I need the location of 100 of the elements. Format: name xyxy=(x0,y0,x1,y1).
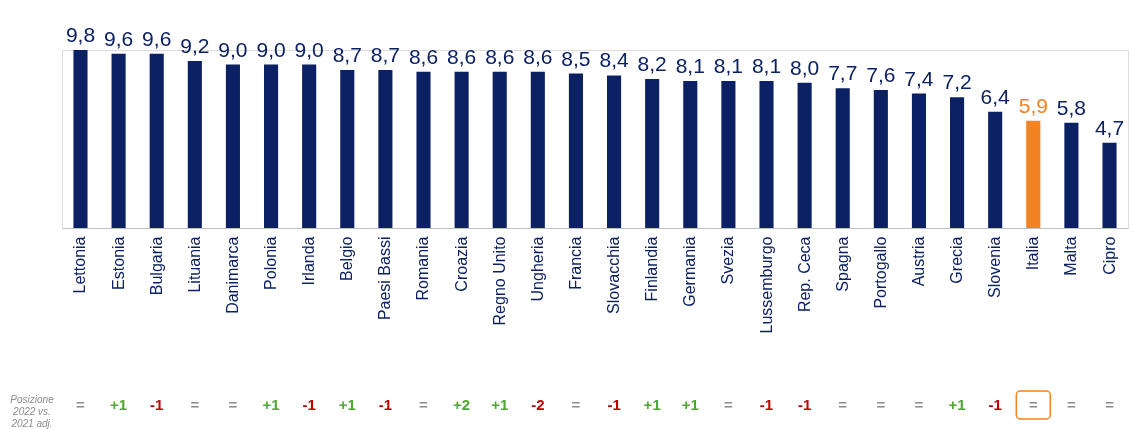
data-label: 8,6 xyxy=(485,44,515,68)
text: +1 xyxy=(643,396,661,413)
data-label: 8,7 xyxy=(332,42,362,66)
bar xyxy=(1102,142,1117,228)
bar xyxy=(111,53,126,228)
text: -1 xyxy=(150,396,164,413)
x-tick-label: Slovenia xyxy=(986,236,1004,298)
bar xyxy=(988,111,1003,228)
data-label: 9,6 xyxy=(142,26,172,50)
bar xyxy=(835,88,850,228)
bar xyxy=(225,64,240,228)
x-tick-label: Francia xyxy=(566,236,584,290)
text: = xyxy=(1067,396,1077,413)
data-label: 9,2 xyxy=(180,33,210,57)
bar xyxy=(911,93,927,228)
text: -1 xyxy=(607,396,621,413)
text: = xyxy=(876,396,886,413)
x-tick-label: Rep. Ceca xyxy=(795,236,813,313)
x-tick-label: Estonia xyxy=(109,236,127,290)
x-tick-label: Finlandia xyxy=(643,236,661,302)
data-label: 9,6 xyxy=(104,26,134,50)
data-label: 7,7 xyxy=(828,61,858,85)
x-tick-label: Croazia xyxy=(452,236,470,292)
x-tick-label: Spagna xyxy=(833,236,851,292)
data-label: 4,7 xyxy=(1094,115,1125,139)
text: = xyxy=(76,396,86,413)
data-label: 7,6 xyxy=(866,62,896,86)
data-label: 8,2 xyxy=(637,52,667,76)
data-label: 8,6 xyxy=(447,44,477,68)
text: = xyxy=(571,396,581,413)
bar xyxy=(873,89,888,228)
bar xyxy=(645,79,660,228)
x-tick-label: Austria xyxy=(909,236,927,287)
x-tick-label: Irlanda xyxy=(300,236,318,286)
bar xyxy=(73,50,88,228)
data-label: 7,2 xyxy=(942,70,972,94)
data-label: 5,9 xyxy=(1018,93,1048,117)
bar xyxy=(607,75,622,228)
bar xyxy=(340,69,355,228)
data-label: 9,0 xyxy=(294,37,324,61)
x-tick-label: Ungheria xyxy=(528,236,546,302)
text: = xyxy=(190,396,200,413)
text: Posizione 2022 vs. 2021 adj. xyxy=(10,394,55,429)
x-tick-label: Cipro xyxy=(1100,236,1118,275)
data-label: 6,4 xyxy=(980,84,1011,108)
text: = xyxy=(724,396,734,413)
x-tick-label: Lettonia xyxy=(71,236,89,294)
data-label: 9,8 xyxy=(65,23,96,46)
x-tick-label: Slovacchia xyxy=(605,236,623,314)
data-label: 8,0 xyxy=(790,55,820,79)
x-tick-label: Danimarca xyxy=(223,236,241,314)
text: -2 xyxy=(531,396,545,413)
x-tick-label: Paesi Bassi xyxy=(376,236,394,321)
text: +1 xyxy=(491,396,509,413)
x-tick-label: Italia xyxy=(1024,236,1042,271)
data-label: 8,5 xyxy=(561,46,591,70)
bar xyxy=(149,53,164,228)
bar xyxy=(530,71,545,228)
data-label: 8,7 xyxy=(370,42,400,66)
bar xyxy=(1026,120,1041,228)
x-tick-label: Regno Unito xyxy=(490,236,508,326)
data-label: 9,0 xyxy=(218,37,248,61)
bar xyxy=(187,60,202,228)
text: +1 xyxy=(338,396,356,413)
bar xyxy=(492,71,507,228)
text: = xyxy=(1028,396,1038,413)
data-label: 8,1 xyxy=(751,53,782,77)
text: = xyxy=(228,396,238,413)
data-label: 8,6 xyxy=(523,44,553,68)
bar xyxy=(721,80,736,228)
x-tick-label: Lituania xyxy=(185,236,203,293)
bar xyxy=(1064,122,1079,228)
data-label: 8,4 xyxy=(599,48,629,72)
x-tick-label: Grecia xyxy=(948,236,966,284)
bar xyxy=(950,97,965,228)
data-label: 9,0 xyxy=(256,37,286,61)
data-label: 7,4 xyxy=(904,66,934,90)
bar xyxy=(416,71,431,228)
bar xyxy=(454,71,469,228)
text: +1 xyxy=(262,396,280,413)
x-tick-label: Belgio xyxy=(338,236,356,281)
x-tick-label: Lussemburgo xyxy=(757,236,775,334)
text: -1 xyxy=(302,396,316,413)
x-tick-label: Bulgaria xyxy=(147,236,165,296)
text: -1 xyxy=(797,396,812,413)
data-label: 8,1 xyxy=(675,53,705,77)
text: = xyxy=(914,396,924,413)
x-tick-label: Svezia xyxy=(719,236,737,285)
data-label: 8,1 xyxy=(713,53,743,77)
bar xyxy=(797,82,812,228)
text: = xyxy=(1105,396,1115,413)
x-tick-label: Malta xyxy=(1062,236,1080,276)
text: +1 xyxy=(948,396,966,413)
text: -1 xyxy=(759,396,774,413)
text: -1 xyxy=(378,396,393,413)
x-tick-label: Polonia xyxy=(262,236,280,290)
bar xyxy=(568,73,583,228)
bar xyxy=(302,64,317,228)
data-label: 5,8 xyxy=(1056,95,1086,119)
text: = xyxy=(419,396,429,413)
